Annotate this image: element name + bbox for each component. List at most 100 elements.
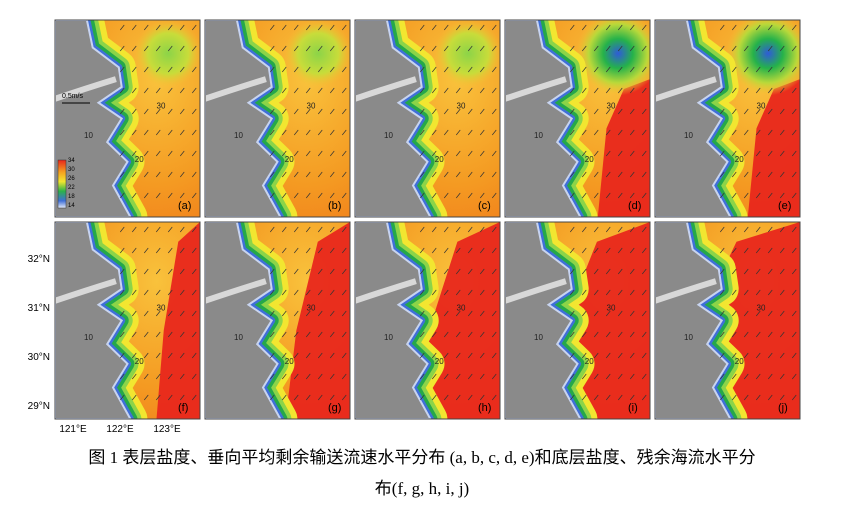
current-arrow <box>767 373 773 380</box>
current-arrow <box>743 268 749 275</box>
current-arrow <box>431 129 437 136</box>
contour-label: 10 <box>84 131 93 140</box>
current-arrow <box>719 352 725 359</box>
current-arrow <box>119 352 125 359</box>
current-arrow <box>305 331 311 338</box>
current-arrow <box>767 150 773 157</box>
current-arrow <box>743 394 749 401</box>
current-arrow <box>167 373 173 380</box>
current-arrow <box>791 24 797 31</box>
current-arrow <box>467 66 473 73</box>
current-arrow <box>419 373 425 380</box>
current-arrow <box>791 108 797 115</box>
current-arrow <box>779 129 785 136</box>
current-arrow <box>605 268 611 275</box>
current-arrow <box>779 289 785 296</box>
current-arrow <box>791 87 797 94</box>
current-arrow <box>167 352 173 359</box>
current-arrow <box>755 24 761 31</box>
current-arrow <box>167 66 173 73</box>
current-arrow <box>317 108 323 115</box>
current-arrow <box>167 268 173 275</box>
current-arrow <box>491 45 497 52</box>
current-arrow <box>605 226 611 233</box>
current-arrow <box>479 150 485 157</box>
current-arrow <box>779 394 785 401</box>
panel-frame <box>54 221 201 420</box>
current-arrow <box>281 289 287 296</box>
current-arrow <box>419 394 425 401</box>
current-arrow <box>155 45 161 52</box>
current-arrow <box>479 310 485 317</box>
current-arrow <box>281 66 287 73</box>
current-arrow <box>305 289 311 296</box>
current-arrow <box>131 108 137 115</box>
current-arrow <box>179 192 185 199</box>
current-arrow <box>791 226 797 233</box>
current-arrow <box>479 331 485 338</box>
land <box>55 20 132 217</box>
estuary <box>505 76 567 102</box>
current-arrow <box>467 192 473 199</box>
current-arrow <box>155 24 161 31</box>
current-arrow <box>455 310 461 317</box>
current-arrow <box>119 247 125 254</box>
current-arrow <box>167 108 173 115</box>
estuary <box>205 76 267 102</box>
high-salinity <box>156 222 200 419</box>
current-arrow <box>143 373 149 380</box>
map-panel: 10 20 30 <box>205 20 350 217</box>
current-arrow <box>419 87 425 94</box>
current-arrow <box>569 192 575 199</box>
current-arrow <box>479 394 485 401</box>
current-arrow <box>605 87 611 94</box>
current-arrow <box>491 108 497 115</box>
current-arrow <box>119 226 125 233</box>
current-arrow <box>779 108 785 115</box>
contour-label: 20 <box>285 155 294 164</box>
current-arrow <box>419 45 425 52</box>
current-arrow <box>431 394 437 401</box>
contour-label: 30 <box>307 304 316 313</box>
current-arrow <box>281 394 287 401</box>
contour-label: 20 <box>285 357 294 366</box>
current-arrow <box>641 171 647 178</box>
current-arrow <box>767 352 773 359</box>
current-arrow <box>581 24 587 31</box>
current-arrow <box>569 268 575 275</box>
current-arrow <box>131 247 137 254</box>
current-arrow <box>617 310 623 317</box>
current-arrow <box>767 331 773 338</box>
current-arrow <box>581 352 587 359</box>
high-salinity <box>285 222 350 419</box>
current-arrow <box>305 226 311 233</box>
current-arrow <box>641 331 647 338</box>
current-arrow <box>491 192 497 199</box>
current-arrow <box>467 352 473 359</box>
current-arrow <box>779 247 785 254</box>
current-arrow <box>641 394 647 401</box>
current-arrow <box>305 66 311 73</box>
current-arrow <box>269 226 275 233</box>
current-arrow <box>179 66 185 73</box>
current-arrow <box>317 268 323 275</box>
map-panels: 10 20 30 (a) 10 20 30 (b) 10 20 30 (c) 10 20 30 (d) 10 20… <box>28 19 801 435</box>
current-arrow <box>569 24 575 31</box>
current-arrow <box>455 331 461 338</box>
current-arrow <box>317 66 323 73</box>
current-arrow <box>755 394 761 401</box>
current-arrow <box>305 171 311 178</box>
current-arrow <box>779 226 785 233</box>
current-arrow <box>419 129 425 136</box>
panel-frame <box>204 221 351 420</box>
current-arrow <box>281 24 287 31</box>
current-arrow <box>431 45 437 52</box>
current-arrow <box>629 66 635 73</box>
current-arrow <box>491 373 497 380</box>
current-arrow <box>779 310 785 317</box>
current-arrow <box>269 352 275 359</box>
current-arrow <box>305 87 311 94</box>
current-arrow <box>569 150 575 157</box>
current-arrow <box>443 352 449 359</box>
